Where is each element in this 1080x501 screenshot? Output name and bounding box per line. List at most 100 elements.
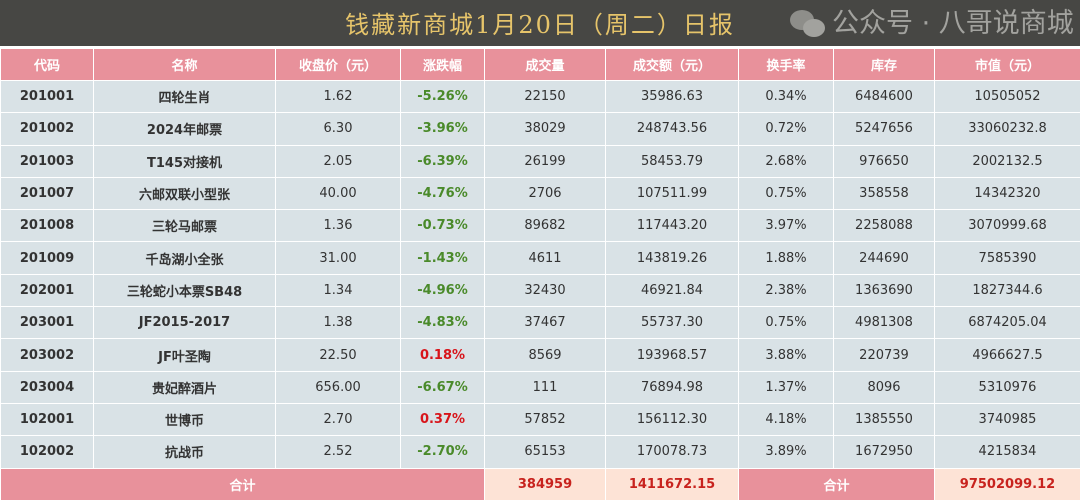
cell-market-value: 4215834 bbox=[934, 435, 1080, 469]
cell-volume: 38029 bbox=[484, 112, 606, 146]
cell-stock: 6484600 bbox=[833, 79, 935, 114]
cell-name: T145对接机 bbox=[93, 144, 276, 178]
cell-close-price: 1.38 bbox=[275, 306, 401, 340]
cell-change: -0.73% bbox=[400, 209, 485, 243]
cell-turnover: 1.37% bbox=[738, 370, 834, 404]
table-row: 201008 三轮马邮票 1.36 -0.73% 89682 117443.20 3.97%… bbox=[0, 209, 1080, 243]
total-row: 合计 384959 1411672.15 合计 97502099.12 bbox=[0, 467, 1080, 501]
cell-stock: 358558 bbox=[833, 176, 935, 211]
cell-change: -6.67% bbox=[400, 370, 485, 404]
cell-stock: 8096 bbox=[833, 370, 935, 404]
daily-report-table: 代码 名称 收盘价（元） 涨跌幅 成交量 成交额（元） 换手率 库存 市值（元） 201001 四… bbox=[0, 48, 1080, 501]
cell-code: 201003 bbox=[0, 144, 94, 178]
cell-name: JF叶圣陶 bbox=[93, 338, 276, 372]
cell-volume: 57852 bbox=[484, 402, 606, 437]
cell-volume: 37467 bbox=[484, 306, 606, 340]
cell-stock: 4981308 bbox=[833, 306, 935, 340]
total-label: 合计 bbox=[0, 467, 485, 501]
table-row: 102001 世博币 2.70 0.37% 57852 156112.30 4.18% 138… bbox=[0, 402, 1080, 437]
header-amount: 成交额（元） bbox=[605, 48, 739, 81]
cell-stock: 2258088 bbox=[833, 209, 935, 243]
cell-market-value: 5310976 bbox=[934, 370, 1080, 404]
cell-market-value: 14342320 bbox=[934, 176, 1080, 211]
cell-market-value: 6874205.04 bbox=[934, 306, 1080, 340]
table-row: 201002 2024年邮票 6.30 -3.96% 38029 248743.56 0.7… bbox=[0, 112, 1080, 146]
cell-change: 0.18% bbox=[400, 338, 485, 372]
cell-change: -2.70% bbox=[400, 435, 485, 469]
cell-close-price: 1.34 bbox=[275, 273, 401, 308]
cell-name: 六邮双联小型张 bbox=[93, 176, 276, 211]
cell-close-price: 1.36 bbox=[275, 209, 401, 243]
cell-code: 203004 bbox=[0, 370, 94, 404]
cell-stock: 220739 bbox=[833, 338, 935, 372]
table-row: 201007 六邮双联小型张 40.00 -4.76% 2706 107511.99 0.7… bbox=[0, 176, 1080, 211]
table-row: 203004 贵妃醉酒片 656.00 -6.67% 111 76894.98 1.37% 8… bbox=[0, 370, 1080, 404]
cell-change: -4.83% bbox=[400, 306, 485, 340]
cell-amount: 58453.79 bbox=[605, 144, 739, 178]
cell-market-value: 10505052 bbox=[934, 79, 1080, 114]
cell-close-price: 31.00 bbox=[275, 241, 401, 275]
cell-amount: 117443.20 bbox=[605, 209, 739, 243]
cell-market-value: 7585390 bbox=[934, 241, 1080, 275]
cell-name: 贵妃醉酒片 bbox=[93, 370, 276, 404]
table-row: 102002 抗战币 2.52 -2.70% 65153 170078.73 3.89% 16… bbox=[0, 435, 1080, 469]
cell-market-value: 33060232.8 bbox=[934, 112, 1080, 146]
cell-turnover: 2.68% bbox=[738, 144, 834, 178]
total-amount: 1411672.15 bbox=[605, 467, 739, 501]
cell-amount: 170078.73 bbox=[605, 435, 739, 469]
cell-amount: 143819.26 bbox=[605, 241, 739, 275]
cell-close-price: 22.50 bbox=[275, 338, 401, 372]
header-stock: 库存 bbox=[833, 48, 935, 81]
cell-amount: 55737.30 bbox=[605, 306, 739, 340]
cell-turnover: 3.89% bbox=[738, 435, 834, 469]
cell-close-price: 2.52 bbox=[275, 435, 401, 469]
header-turnover: 换手率 bbox=[738, 48, 834, 81]
cell-code: 201008 bbox=[0, 209, 94, 243]
cell-stock: 976650 bbox=[833, 144, 935, 178]
cell-name: 三轮马邮票 bbox=[93, 209, 276, 243]
cell-volume: 4611 bbox=[484, 241, 606, 275]
cell-close-price: 656.00 bbox=[275, 370, 401, 404]
cell-amount: 193968.57 bbox=[605, 338, 739, 372]
cell-change: -3.96% bbox=[400, 112, 485, 146]
table-row: 201009 千岛湖小全张 31.00 -1.43% 4611 143819.26 1.88… bbox=[0, 241, 1080, 275]
header-close-price: 收盘价（元） bbox=[275, 48, 401, 81]
cell-volume: 32430 bbox=[484, 273, 606, 308]
cell-stock: 244690 bbox=[833, 241, 935, 275]
cell-close-price: 6.30 bbox=[275, 112, 401, 146]
table-row: 202001 三轮蛇小本票SB48 1.34 -4.96% 32430 46921.84 2… bbox=[0, 273, 1080, 308]
cell-code: 201009 bbox=[0, 241, 94, 275]
cell-stock: 1385550 bbox=[833, 402, 935, 437]
cell-amount: 76894.98 bbox=[605, 370, 739, 404]
cell-market-value: 1827344.6 bbox=[934, 273, 1080, 308]
cell-code: 201001 bbox=[0, 79, 94, 114]
header-market-value: 市值（元） bbox=[934, 48, 1080, 81]
total-volume: 384959 bbox=[484, 467, 606, 501]
cell-volume: 22150 bbox=[484, 79, 606, 114]
header-volume: 成交量 bbox=[484, 48, 606, 81]
cell-volume: 26199 bbox=[484, 144, 606, 178]
cell-change: -4.96% bbox=[400, 273, 485, 308]
cell-code: 203002 bbox=[0, 338, 94, 372]
header-row: 代码 名称 收盘价（元） 涨跌幅 成交量 成交额（元） 换手率 库存 市值（元） bbox=[0, 48, 1080, 81]
table-row: 201001 四轮生肖 1.62 -5.26% 22150 35986.63 0.34% 64… bbox=[0, 79, 1080, 114]
cell-amount: 46921.84 bbox=[605, 273, 739, 308]
cell-volume: 111 bbox=[484, 370, 606, 404]
cell-close-price: 40.00 bbox=[275, 176, 401, 211]
header-change: 涨跌幅 bbox=[400, 48, 485, 81]
table-row: 203002 JF叶圣陶 22.50 0.18% 8569 193968.57 3.88% 2… bbox=[0, 338, 1080, 372]
header-code: 代码 bbox=[0, 48, 94, 81]
cell-code: 102002 bbox=[0, 435, 94, 469]
total-market-value: 97502099.12 bbox=[934, 467, 1080, 501]
cell-turnover: 4.18% bbox=[738, 402, 834, 437]
cell-change: -6.39% bbox=[400, 144, 485, 178]
cell-close-price: 2.70 bbox=[275, 402, 401, 437]
cell-change: 0.37% bbox=[400, 402, 485, 437]
cell-change: -5.26% bbox=[400, 79, 485, 114]
table-row: 203001 JF2015-2017 1.38 -4.83% 37467 55737.30… bbox=[0, 306, 1080, 340]
cell-code: 202001 bbox=[0, 273, 94, 308]
cell-code: 201002 bbox=[0, 112, 94, 146]
cell-stock: 1672950 bbox=[833, 435, 935, 469]
table-row: 201003 T145对接机 2.05 -6.39% 26199 58453.79 2.68… bbox=[0, 144, 1080, 178]
cell-volume: 89682 bbox=[484, 209, 606, 243]
